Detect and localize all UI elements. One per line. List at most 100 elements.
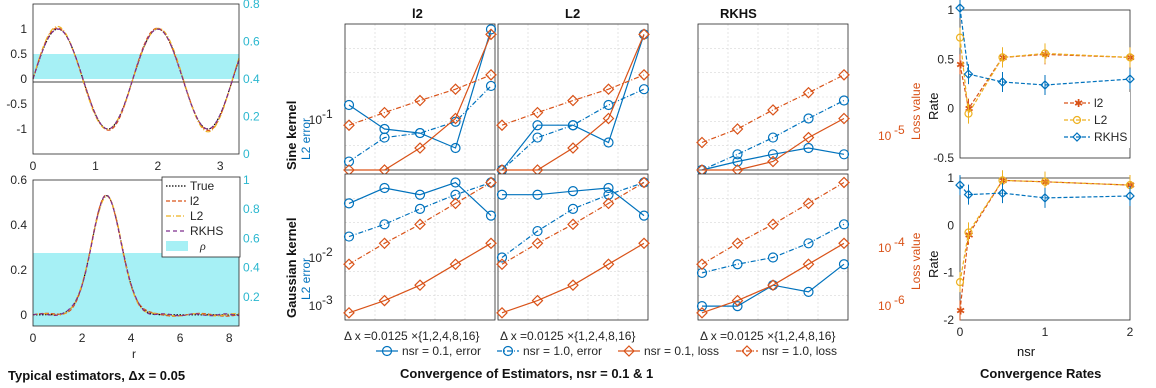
mid-panel-bg xyxy=(698,174,848,320)
mid-marker-diamond xyxy=(531,237,544,250)
ytick-exp: -3 xyxy=(322,293,333,307)
tick-label: 0.5 xyxy=(10,47,27,61)
right-marker xyxy=(997,188,1008,198)
mid-marker-circle xyxy=(532,225,543,237)
mid-marker-diamond xyxy=(696,258,708,271)
mid-marker-diamond xyxy=(449,112,462,125)
tick-label: 0.8 xyxy=(243,202,260,216)
mid-series-line xyxy=(502,34,645,171)
mid-marker-diamond xyxy=(838,112,850,125)
middle-convergence-grid: 10 -110 -210 -310 -510 -410 -6 xyxy=(309,23,905,321)
mid-marker-diamond xyxy=(838,176,850,189)
mid-marker-diamond xyxy=(602,83,615,96)
L2-curve-top xyxy=(32,25,240,133)
mid-marker-circle xyxy=(767,132,779,143)
mid-panel-frame xyxy=(697,173,849,321)
mid-marker-diamond xyxy=(414,279,426,292)
right-ytick: 0 xyxy=(947,218,954,232)
right-legend-L2: L2 xyxy=(1094,113,1108,127)
mid-y2label-top: Loss value xyxy=(909,82,923,140)
mid-marker-circle xyxy=(567,203,579,215)
mid-marker-diamond xyxy=(802,197,815,210)
mid-marker-circle xyxy=(838,149,850,160)
mid-marker-diamond xyxy=(638,176,650,189)
mid-marker-diamond xyxy=(496,306,508,319)
mid-marker-circle xyxy=(343,231,355,242)
ytick-exp: -1 xyxy=(322,107,333,121)
right-ytick: -1 xyxy=(943,266,954,280)
mid-marker-diamond xyxy=(731,123,744,135)
tick-label: 0 xyxy=(243,147,250,161)
mid-marker-diamond xyxy=(767,279,779,292)
mid-marker-circle xyxy=(567,120,579,131)
left-bottom-panel: 0 2 4 6 8 0 0.2 0.4 0.6 0.2 0.4 0.6 0.8 1 True l2 L2 … xyxy=(10,173,260,345)
ytick-g2: 10 xyxy=(309,251,323,265)
mid-legend: nsr = 0.1, error nsr = 1.0, error nsr = … xyxy=(376,344,837,358)
mid-series-line xyxy=(701,147,845,171)
right-series-RKHS xyxy=(959,7,1131,86)
mid-panel-frame xyxy=(697,23,849,171)
mid-marker-circle xyxy=(603,137,614,148)
mid-marker-diamond xyxy=(802,131,815,144)
mid-series-line xyxy=(348,29,492,149)
right-marker xyxy=(955,33,965,42)
mid-marker-diamond xyxy=(485,237,497,250)
right-legend: ✱ l2 L2 RKHS xyxy=(1062,92,1130,148)
mid-marker-circle xyxy=(379,182,390,194)
right-marker xyxy=(955,3,965,13)
right-marker xyxy=(1125,53,1135,62)
right-xtick: 0 xyxy=(957,325,964,339)
mid-legend-3: nsr = 0.1, loss xyxy=(644,344,719,358)
mid-marker-circle xyxy=(496,189,508,200)
mid-marker-diamond xyxy=(378,237,391,250)
left-top-panel: 0 1 2 3 -1 -0.5 0 0.5 1 0 0.2 0.4 0.6 0.8 xyxy=(6,0,260,173)
mid-marker-diamond xyxy=(485,28,497,41)
mid-marker-circle xyxy=(838,95,850,106)
mid-marker-diamond xyxy=(343,258,355,271)
right-marker xyxy=(1125,74,1135,84)
right-marker: ✱ xyxy=(999,175,1008,187)
right-xlabel: nsr xyxy=(1017,344,1036,359)
mid-series-line xyxy=(701,223,845,274)
mid-series-line xyxy=(349,34,492,171)
mid-marker-circle xyxy=(414,127,426,139)
L2-curve-bottom xyxy=(32,195,240,317)
mid-xlabel-1: Δ x =0.0125 ×{1,2,4,8,16} xyxy=(344,329,479,343)
mid-ylabel-top: L2 error xyxy=(299,118,313,160)
tick-label: 0.6 xyxy=(10,173,27,187)
mid-marker-circle xyxy=(767,149,779,160)
mid-series-line xyxy=(348,181,492,238)
ytick-sine: 10 xyxy=(309,113,323,127)
right-marker: ✱ xyxy=(1041,49,1050,61)
mid-marker-circle xyxy=(485,210,497,221)
mid-marker-circle xyxy=(803,286,814,298)
right-marker: ✱ xyxy=(1126,180,1135,192)
mid-marker-diamond xyxy=(838,69,850,81)
mid-series-line xyxy=(348,181,492,265)
mid-marker-circle xyxy=(343,156,355,167)
mid-marker-diamond xyxy=(378,294,391,307)
left-caption: Typical estimators, Δx = 0.05 xyxy=(8,368,185,383)
mid-marker-circle xyxy=(732,149,743,160)
mid-series-line xyxy=(348,242,492,314)
mid-series-line xyxy=(701,242,845,314)
mid-row-gauss: Gaussian kernel xyxy=(284,218,299,318)
mid-marker-circle xyxy=(450,177,461,188)
mid-marker-diamond xyxy=(496,119,508,132)
mid-marker-diamond xyxy=(449,197,462,210)
mid-marker-diamond xyxy=(696,306,708,319)
mid-marker-circle xyxy=(379,132,390,143)
y2tick-sine: 10 xyxy=(878,129,892,143)
mid-xlabel-3: Δ x =0.0125 ×{1,2,4,8,16} xyxy=(700,329,835,343)
mid-legend-2: nsr = 1.0, error xyxy=(523,344,602,358)
right-marker xyxy=(1040,177,1050,186)
mid-panel-frame xyxy=(344,173,496,321)
tick-label: 0.8 xyxy=(243,0,260,11)
y2tick-g6: 10 xyxy=(878,299,892,313)
mid-marker-diamond xyxy=(343,306,355,319)
y2tick-exp: -4 xyxy=(894,235,905,249)
tick-label: 0.4 xyxy=(10,218,27,232)
mid-marker-circle xyxy=(496,252,508,263)
mid-series-line xyxy=(701,99,845,171)
